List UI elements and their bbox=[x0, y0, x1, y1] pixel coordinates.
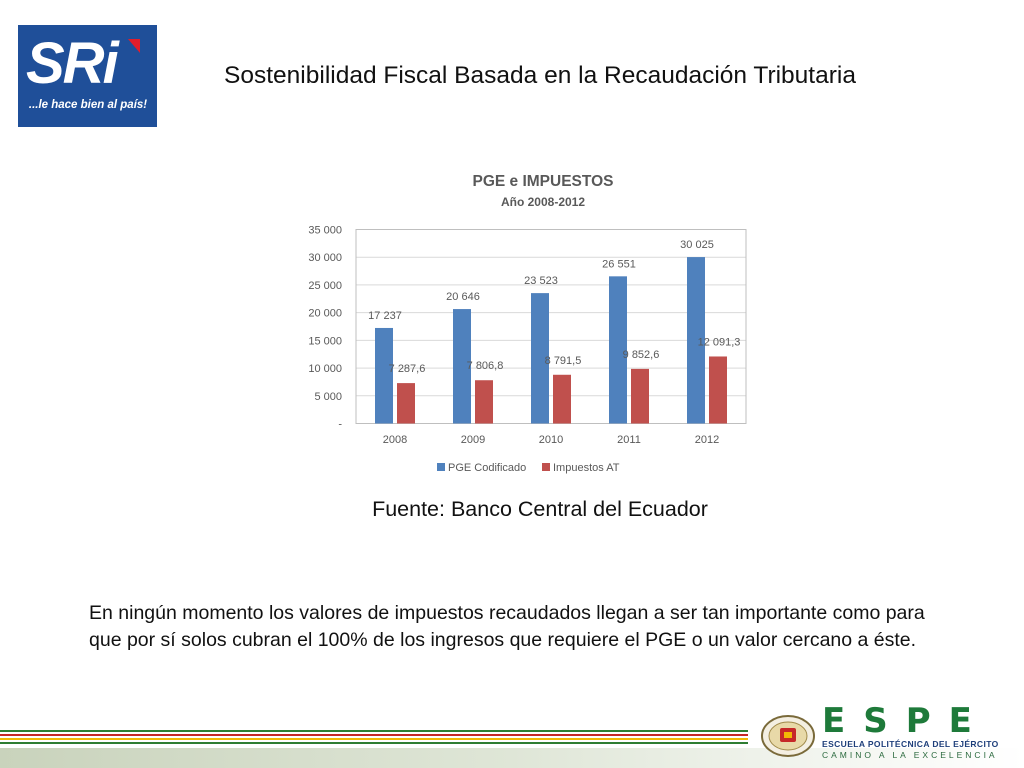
bar-pge-codificado bbox=[687, 257, 705, 424]
footer-stripe bbox=[0, 736, 748, 738]
y-tick-label: 5 000 bbox=[314, 391, 342, 403]
footer-stripe bbox=[0, 732, 748, 734]
bar-impuestos-at bbox=[553, 374, 571, 424]
x-tick-label: 2008 bbox=[383, 434, 407, 446]
bar-impuestos-at bbox=[397, 383, 415, 424]
x-tick-label: 2012 bbox=[695, 434, 719, 446]
footer-stripe bbox=[0, 742, 748, 744]
bar-impuestos-at bbox=[475, 380, 493, 424]
data-label: 30 025 bbox=[680, 239, 714, 251]
footer-band bbox=[0, 748, 1024, 768]
y-tick-label: 20 000 bbox=[308, 308, 342, 320]
data-label: 7 806,8 bbox=[467, 360, 504, 372]
footer-stripe bbox=[0, 734, 748, 736]
footer-stripe bbox=[0, 730, 748, 732]
slide-title: Sostenibilidad Fiscal Basada en la Recau… bbox=[224, 62, 856, 89]
data-label: 20 646 bbox=[446, 291, 480, 303]
data-label: 8 791,5 bbox=[545, 355, 582, 367]
body-paragraph: En ningún momento los valores de impuest… bbox=[89, 602, 925, 651]
chart-title: PGE e IMPUESTOS bbox=[473, 173, 614, 190]
footer-stripes bbox=[0, 730, 748, 744]
espe-logo-motto: CAMINO A LA EXCELENCIA bbox=[822, 750, 998, 760]
y-tick-label: 35 000 bbox=[308, 225, 342, 237]
data-label: 7 287,6 bbox=[389, 363, 426, 375]
sri-logo: SRi ...le hace bien al país! bbox=[18, 25, 157, 127]
source-note: Fuente: Banco Central del Ecuador bbox=[372, 497, 708, 521]
data-label: 23 523 bbox=[524, 275, 558, 287]
footer-stripe bbox=[0, 740, 748, 742]
x-tick-label: 2009 bbox=[461, 434, 485, 446]
legend-label: PGE Codificado bbox=[448, 462, 526, 474]
bar-pge-codificado bbox=[609, 276, 627, 424]
espe-seal-icon bbox=[761, 715, 815, 757]
x-tick-label: 2010 bbox=[539, 434, 563, 446]
bar-impuestos-at bbox=[631, 368, 649, 424]
plot-area-frame bbox=[355, 229, 747, 424]
legend-label: Impuestos AT bbox=[553, 462, 620, 474]
sri-logo-mark: SRi bbox=[26, 31, 119, 96]
data-label: 12 091,3 bbox=[698, 336, 741, 348]
sri-logo-flag-icon bbox=[128, 39, 140, 53]
espe-logo-letters: ESPE bbox=[822, 701, 990, 741]
bar-pge-codificado bbox=[375, 327, 393, 424]
legend-swatch bbox=[542, 463, 550, 471]
sri-logo-tagline: ...le hace bien al país! bbox=[28, 99, 148, 111]
y-tick-label: - bbox=[338, 419, 342, 431]
data-label: 9 852,6 bbox=[623, 349, 660, 361]
x-tick-label: 2011 bbox=[617, 434, 641, 446]
bar-pge-codificado bbox=[453, 309, 471, 424]
bar-pge-codificado bbox=[531, 293, 549, 424]
y-tick-label: 25 000 bbox=[308, 280, 342, 292]
y-tick-label: 15 000 bbox=[308, 335, 342, 347]
bar-impuestos-at bbox=[709, 356, 727, 424]
espe-logo-name: ESCUELA POLITÉCNICA DEL EJÉRCITO bbox=[822, 739, 999, 749]
legend-swatch bbox=[437, 463, 445, 471]
y-tick-label: 30 000 bbox=[308, 252, 342, 264]
footer-stripe bbox=[0, 738, 748, 740]
chart-subtitle: Año 2008-2012 bbox=[501, 195, 585, 209]
data-label: 26 551 bbox=[602, 258, 636, 270]
data-label: 17 237 bbox=[368, 310, 402, 322]
y-tick-label: 10 000 bbox=[308, 363, 342, 375]
